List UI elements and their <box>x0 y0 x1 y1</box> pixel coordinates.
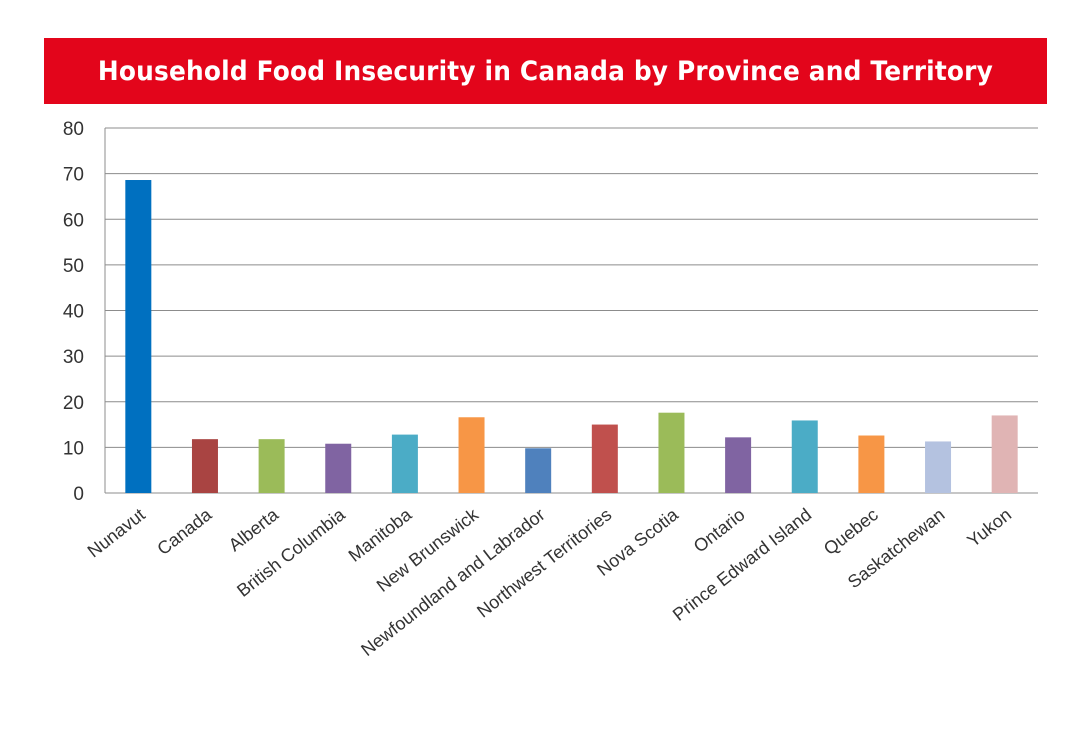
y-tick-label: 10 <box>63 438 84 459</box>
bar <box>258 439 285 493</box>
y-tick-label: 60 <box>63 210 84 231</box>
title-banner: Household Food Insecurity in Canada by P… <box>44 38 1047 104</box>
bar <box>525 448 552 493</box>
bar <box>791 420 818 493</box>
y-tick-label: 20 <box>63 393 84 414</box>
y-tick-label: 30 <box>63 347 84 368</box>
x-category-label: Ontario <box>690 504 749 556</box>
bar <box>858 435 885 493</box>
bar <box>125 180 152 493</box>
y-tick-label: 80 <box>63 119 84 140</box>
bar <box>391 434 418 493</box>
x-category-label: Nunavut <box>84 504 149 561</box>
bar <box>925 441 952 493</box>
bar <box>325 443 352 493</box>
y-tick-label: 70 <box>63 165 84 186</box>
y-tick-label: 50 <box>63 256 84 277</box>
bar <box>458 417 485 493</box>
x-category-label: Canada <box>153 504 216 559</box>
bar <box>725 437 752 493</box>
y-tick-label: 0 <box>73 484 84 505</box>
bar <box>658 412 685 493</box>
bar <box>991 415 1018 493</box>
x-category-label: Yukon <box>963 504 1015 551</box>
bar <box>591 424 618 493</box>
chart-title: Household Food Insecurity in Canada by P… <box>97 55 994 87</box>
y-tick-label: 40 <box>63 302 84 323</box>
x-category-label: Quebec <box>820 504 882 559</box>
x-category-label: Alberta <box>225 504 283 555</box>
bar <box>191 439 218 493</box>
